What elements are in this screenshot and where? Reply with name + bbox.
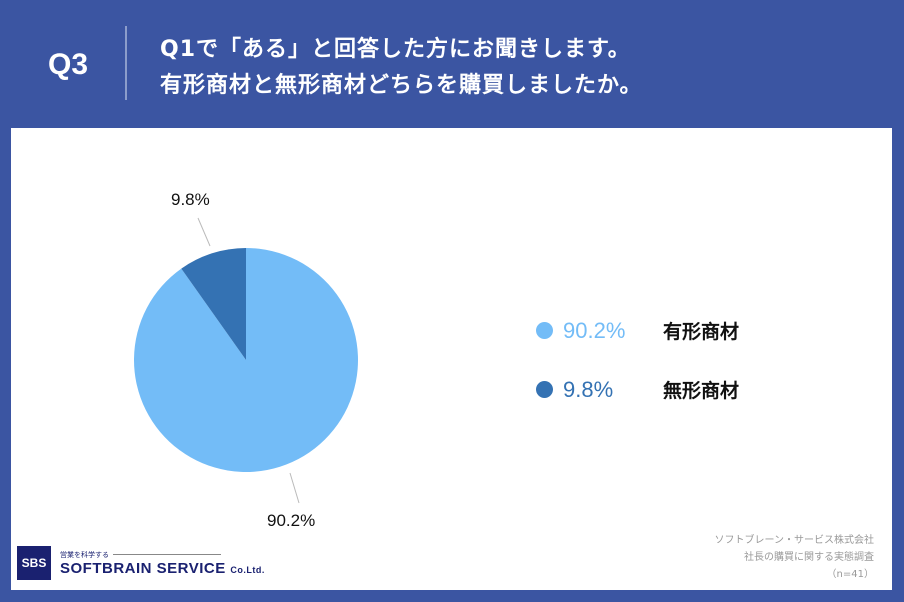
legend-item-intangible: 9.8% 無形商材	[536, 376, 739, 403]
header-divider	[125, 26, 127, 100]
question-line-1: Q1で「ある」と回答した方にお聞きします。	[160, 37, 631, 62]
pie-slice-tangible	[134, 248, 358, 473]
chart-panel: 9.8% 90.2% 90.2% 有形商材 9.8% 無形商材 SBS 営業を科…	[11, 128, 892, 590]
header: Q3 Q1で「ある」と回答した方にお聞きします。 有形商材と無形商材どちらを購買…	[0, 0, 904, 128]
source-line-1: ソフトブレーン・サービス株式会社	[714, 535, 875, 546]
data-label-tangible: 90.2%	[267, 511, 316, 530]
legend-dot-tangible	[536, 322, 553, 339]
data-label-intangible: 9.8%	[171, 190, 210, 209]
tagline-rule	[113, 554, 221, 555]
company-logo: SBS 営業を科学する SOFTBRAIN SERVICE Co.Ltd.	[17, 546, 265, 580]
logo-tagline: 営業を科学する	[60, 550, 109, 559]
question-text: Q1で「ある」と回答した方にお聞きします。 有形商材と無形商材どちらを購買しまし…	[160, 32, 643, 104]
pie-chart	[134, 217, 358, 504]
legend-pct-intangible: 9.8%	[563, 376, 614, 402]
logo-company-suffix: Co.Ltd.	[230, 564, 265, 575]
pie-slice-intangible	[181, 248, 246, 360]
logo-mark: SBS	[17, 546, 51, 580]
question-line-2: 有形商材と無形商材どちらを購買しましたか。	[160, 73, 643, 98]
legend-pct-tangible: 90.2%	[563, 317, 626, 343]
source-note: ソフトブレーン・サービス株式会社 社長の購買に関する実態調査 （n=41）	[715, 532, 875, 583]
leader-line-tangible	[289, 472, 300, 504]
legend-item-tangible: 90.2% 有形商材	[536, 317, 739, 344]
source-line-2: 社長の購買に関する実態調査	[744, 552, 874, 563]
legend-dot-intangible	[536, 381, 553, 398]
leader-line-intangible	[197, 217, 211, 247]
legend-label-tangible: 有形商材	[663, 321, 740, 343]
legend-label-intangible: 無形商材	[663, 380, 740, 402]
source-line-3: （n=41）	[826, 569, 874, 580]
logo-company: SOFTBRAIN SERVICE	[60, 559, 226, 577]
question-number: Q3	[48, 48, 89, 81]
